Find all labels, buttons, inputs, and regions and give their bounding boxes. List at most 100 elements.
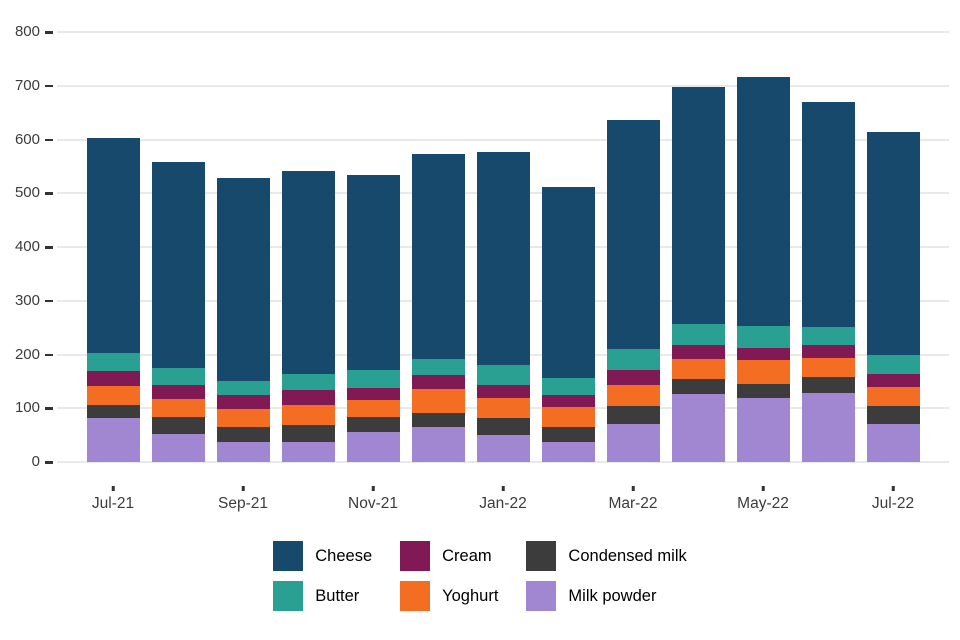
bar-segment — [86, 386, 140, 405]
bar-segment — [476, 385, 530, 399]
bar-segment — [541, 186, 595, 378]
bar-segment — [671, 323, 725, 345]
bar-segment — [216, 426, 270, 443]
legend-column: Condensed milk Milk powder — [526, 541, 687, 611]
y-tick-label: 800 — [14, 23, 40, 40]
bar-segment — [866, 386, 920, 407]
bar-segment — [476, 365, 530, 386]
bar-segment — [606, 349, 660, 371]
bar-May-22: May-22 — [736, 76, 790, 512]
bar-Feb-22 — [541, 186, 595, 462]
y-tick-label: 300 — [14, 291, 40, 309]
bar-Aug-21 — [151, 162, 205, 462]
y-tick-700 — [45, 84, 53, 88]
y-tick-label: 700 — [14, 76, 40, 94]
x-tick — [371, 486, 375, 491]
bar-segment — [866, 132, 920, 355]
bar-Jan-22: Jan-22 — [476, 151, 530, 512]
bar-segment — [606, 120, 660, 350]
legend-item-condensed-milk: Condensed milk — [526, 541, 687, 571]
bar-segment — [281, 441, 335, 462]
bar-segment — [411, 389, 465, 414]
y-tick-100 — [45, 407, 53, 410]
bar-segment — [671, 378, 725, 394]
bar-segment — [216, 408, 270, 427]
legend-label: Yoghurt — [442, 586, 499, 605]
bar-segment — [866, 406, 920, 424]
bar-segment — [216, 394, 270, 409]
bar-segment — [671, 393, 725, 462]
bar-Jul-22: Jul-22 — [866, 132, 920, 512]
x-tick — [891, 486, 895, 491]
legend-swatch — [400, 581, 431, 611]
bar-segment — [346, 175, 400, 370]
bar-segment — [346, 431, 400, 462]
bar-segment — [216, 380, 270, 395]
bar-segment — [476, 434, 530, 462]
bar-segment — [86, 371, 140, 387]
gridline-0 — [57, 461, 949, 463]
bar-segment — [86, 404, 140, 418]
y-tick-300 — [45, 299, 53, 303]
bar-segment — [151, 367, 205, 385]
bar-Oct-21 — [281, 170, 335, 462]
bar-segment — [476, 417, 530, 435]
bar-segment — [86, 138, 140, 354]
x-tick-label: Mar-22 — [608, 495, 658, 512]
bar-segment — [411, 375, 465, 390]
x-tick — [111, 486, 115, 491]
bar-segment — [281, 404, 335, 426]
bar-Sep-21: Sep-21 — [216, 177, 270, 512]
x-tick — [501, 486, 505, 491]
gridline-700 — [57, 84, 949, 87]
bar-segment — [346, 416, 400, 432]
plot-panel: Jul-21 Sep-21 Nov-21 Jan-22 Mar-22 May-22 Jul-… — [57, 5, 949, 512]
bars-container: Jul-21 Sep-21 Nov-21 Jan-22 Mar-22 May-22 Jul-… — [57, 76, 949, 512]
legend-swatch — [526, 541, 557, 571]
bar-segment — [866, 373, 920, 387]
bar-segment — [346, 369, 400, 389]
y-tick-0 — [45, 461, 53, 464]
bar-segment — [281, 170, 335, 375]
y-tick-label: 600 — [14, 130, 40, 148]
y-tick-800 — [45, 31, 53, 34]
gridline-800 — [57, 31, 949, 33]
bar-segment — [606, 370, 660, 386]
x-tick — [631, 486, 635, 491]
legend-column: Cream Yoghurt — [400, 541, 498, 611]
bar-segment — [541, 377, 595, 395]
bar-segment — [671, 358, 725, 379]
bar-segment — [541, 441, 595, 462]
legend-item-cheese: Cheese — [273, 541, 372, 571]
bar-segment — [476, 398, 530, 418]
legend-swatch — [400, 541, 431, 571]
bar-segment — [671, 86, 725, 324]
bar-segment — [736, 325, 790, 349]
legend-label: Butter — [315, 586, 360, 605]
legend-label: Cheese — [315, 546, 373, 565]
legend-item-cream: Cream — [400, 541, 498, 571]
bar-segment — [866, 423, 920, 462]
bar-segment — [801, 345, 855, 359]
bar-segment — [151, 417, 205, 434]
y-tick-label: 400 — [14, 238, 40, 255]
bar-segment — [346, 399, 400, 417]
bar-segment — [86, 417, 140, 462]
bar-segment — [86, 353, 140, 372]
bar-segment — [801, 358, 855, 378]
bar-segment — [216, 442, 270, 462]
y-tick-200 — [45, 353, 53, 356]
bar-segment — [151, 398, 205, 418]
bar-segment — [411, 427, 465, 462]
legend-item-yoghurt: Yoghurt — [400, 581, 498, 611]
bar-segment — [801, 393, 855, 462]
bar-segment — [281, 425, 335, 442]
y-tick-label: 0 — [31, 453, 40, 470]
bar-segment — [541, 394, 595, 408]
bar-segment — [151, 162, 205, 368]
y-tick-500 — [45, 192, 53, 195]
bar-Mar-22: Mar-22 — [606, 120, 660, 512]
bar-segment — [606, 424, 660, 462]
x-tick-label: Nov-21 — [348, 495, 398, 512]
